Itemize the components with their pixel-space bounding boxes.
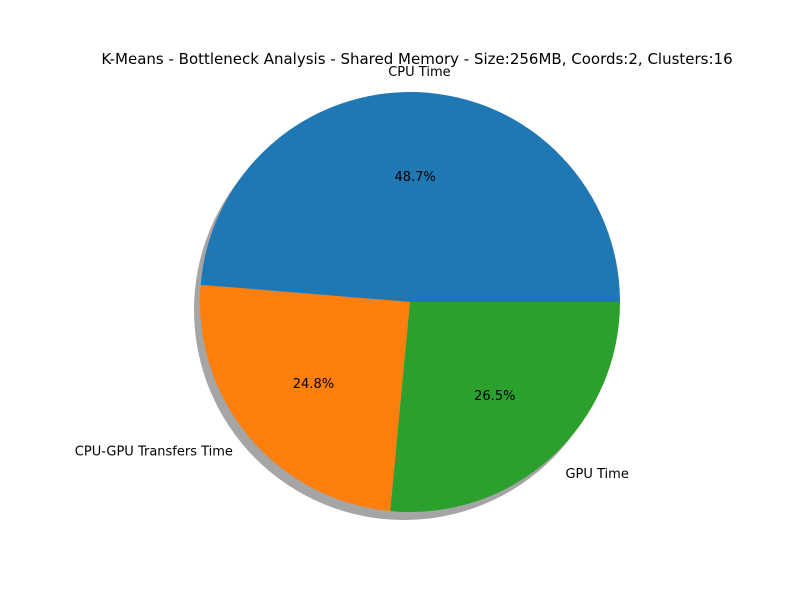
pie-slices bbox=[199, 91, 621, 512]
pie-slice-percent-2: 24.8% bbox=[293, 377, 334, 392]
pie-slice-2 bbox=[199, 284, 410, 512]
chart-title: K-Means - Bottleneck Analysis - Shared M… bbox=[101, 50, 732, 68]
pie-slice-label-2: CPU-GPU Transfers Time bbox=[75, 444, 233, 459]
pie-slice-percent-3: 26.5% bbox=[474, 389, 515, 404]
pie-slice-label-3: GPU Time bbox=[565, 467, 628, 482]
pie-slice-label-1: CPU Time bbox=[388, 65, 450, 80]
pie-slice-1 bbox=[200, 91, 621, 302]
pie-slice-percent-1: 48.7% bbox=[394, 170, 435, 185]
pie-labels: CPU Time 48.7% CPU-GPU Transfers Time 24.8%… bbox=[75, 65, 629, 482]
pie-slice-3 bbox=[390, 302, 620, 512]
